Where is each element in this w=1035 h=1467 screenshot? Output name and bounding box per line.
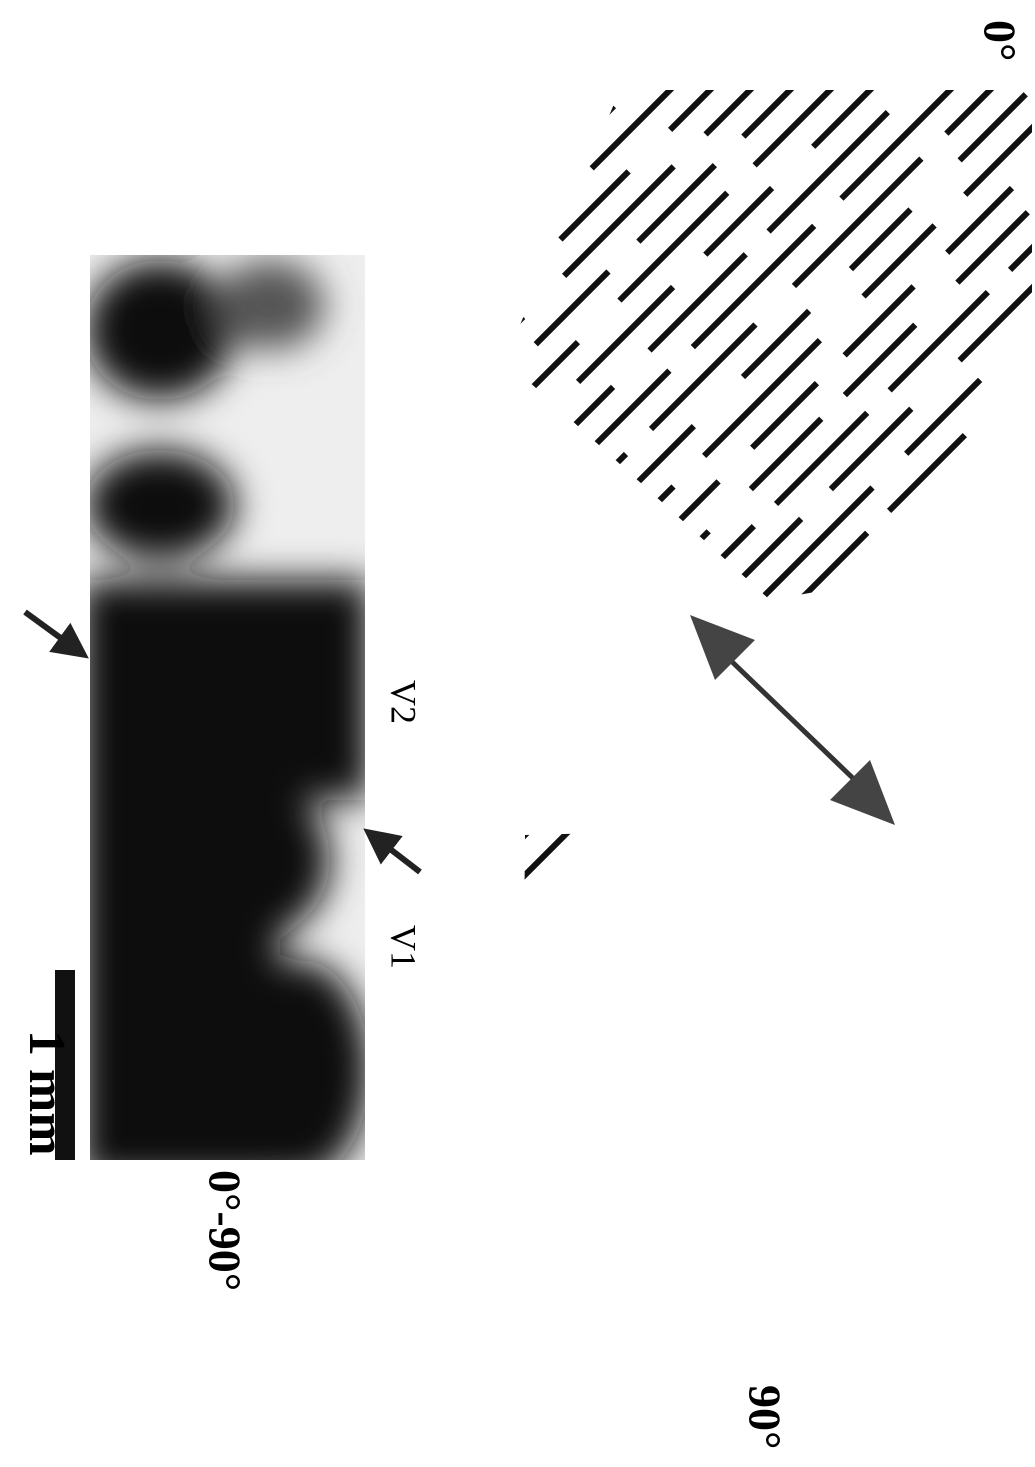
figure: 1 mm 0°-90° V1 V2 0° 90° [0,0,1035,1467]
autoradiograph [60,230,400,1190]
border-arrow [25,612,84,655]
orientation-label: 0° [974,20,1025,61]
border-arrow [368,832,420,872]
angle-label: 0°-90° [199,1170,250,1291]
scale-label: 1 mm [18,1030,75,1156]
area-label: V2 [384,680,424,724]
double-arrow [690,615,895,825]
orientation-label: 90° [739,1385,790,1449]
area-label: V1 [384,925,424,969]
